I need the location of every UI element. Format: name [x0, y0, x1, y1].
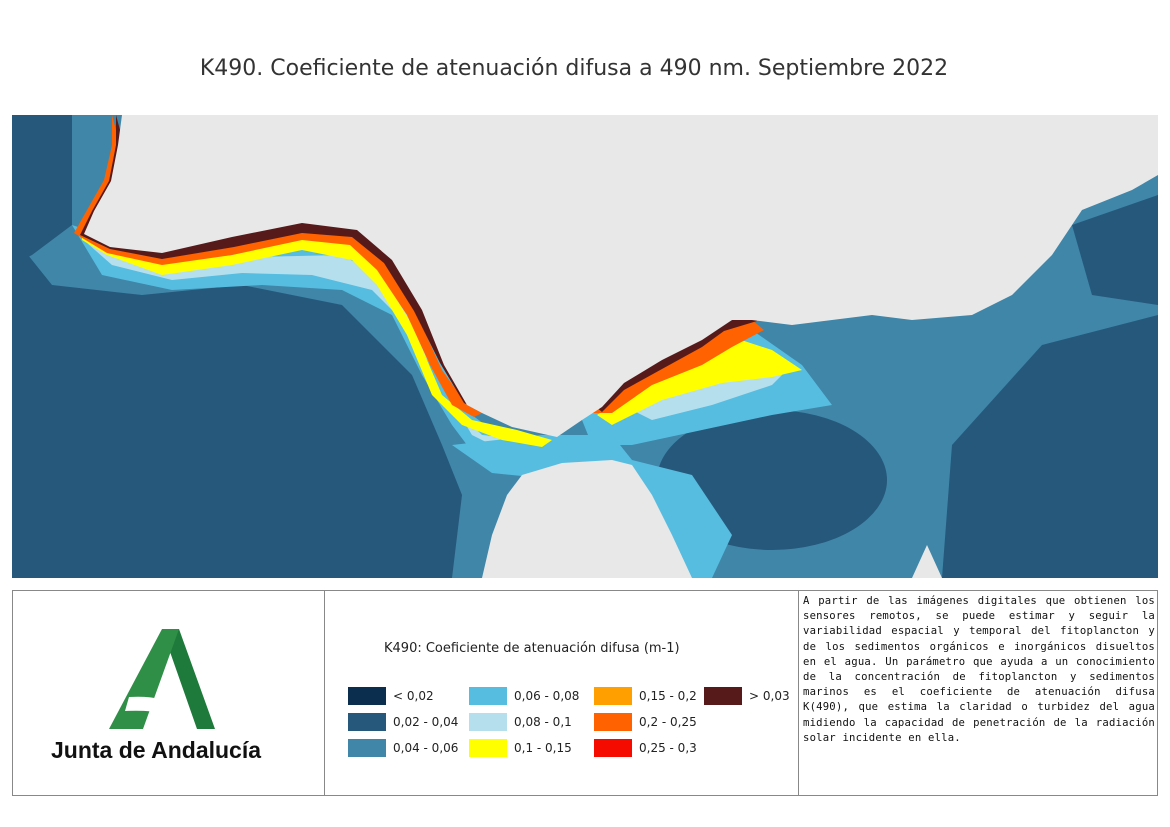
legend-cell: K490: Coeficiente de atenuación difusa (…: [324, 591, 799, 795]
legend-item: 0,25 - 0,3: [594, 738, 697, 758]
coastal-rim-west: [74, 115, 482, 417]
legend-swatch: [469, 739, 507, 757]
legend-swatch: [348, 687, 386, 705]
logo-text: Junta de Andalucía: [51, 737, 262, 763]
land-cape: [912, 545, 942, 578]
legend-item: < 0,02: [348, 686, 434, 706]
info-panel: Junta de Andalucía K490: Coeficiente de …: [12, 590, 1158, 796]
legend-swatch: [594, 687, 632, 705]
legend-item: 0,04 - 0,06: [348, 738, 458, 758]
deep-water-west: [12, 235, 462, 578]
legend-swatch: [594, 713, 632, 731]
legend-swatch: [704, 687, 742, 705]
description-text: A partir de las imágenes digitales que o…: [803, 595, 1155, 744]
k490-map: [12, 115, 1158, 578]
coastal-edge-east: [596, 315, 757, 412]
legend-item: > 0,03: [704, 686, 790, 706]
high-turbidity-east: [597, 337, 802, 425]
deep-water-east: [942, 315, 1158, 578]
legend-swatch: [469, 687, 507, 705]
legend-title: K490: Coeficiente de atenuación difusa (…: [384, 641, 680, 656]
legend-item: 0,1 - 0,15: [469, 738, 572, 758]
high-turbidity-west: [82, 230, 552, 447]
land-africa: [482, 460, 692, 578]
legend-item: 0,15 - 0,2: [594, 686, 697, 706]
map-title: K490. Coeficiente de atenuación difusa a…: [199, 56, 949, 81]
legend-swatch: [348, 739, 386, 757]
legend-swatch: [594, 739, 632, 757]
deep-water-nw: [12, 115, 72, 265]
junta-andalucia-logo-icon: [109, 629, 215, 729]
description-cell: A partir de las imágenes digitales que o…: [799, 591, 1157, 795]
legend-item: 0,08 - 0,1: [469, 712, 572, 732]
legend-item: 0,02 - 0,04: [348, 712, 458, 732]
land-iberia: [84, 115, 1158, 437]
logo-cell: Junta de Andalucía: [13, 591, 325, 795]
legend-swatch: [348, 713, 386, 731]
coastal-band-west: [72, 225, 572, 475]
legend-swatch: [469, 713, 507, 731]
deep-water-ne: [1072, 195, 1158, 305]
coastal-rim-east: [592, 320, 764, 413]
legend-item: 0,06 - 0,08: [469, 686, 579, 706]
legend-item: 0,2 - 0,25: [594, 712, 697, 732]
